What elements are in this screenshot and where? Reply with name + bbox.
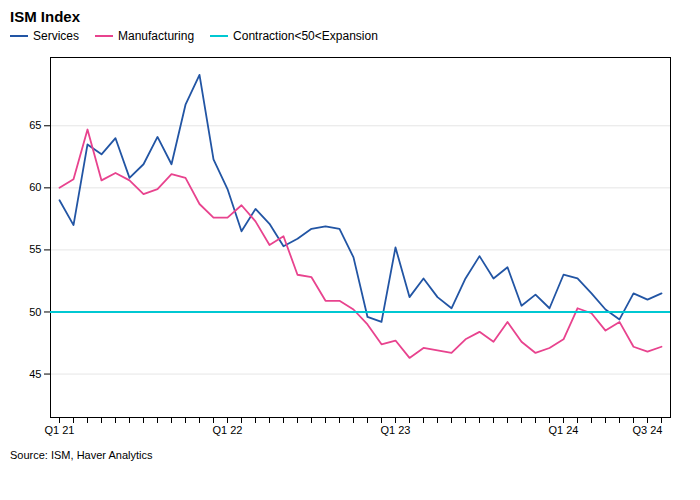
svg-text:65: 65 xyxy=(29,119,41,131)
svg-text:50: 50 xyxy=(29,306,41,318)
svg-text:Q3 24: Q3 24 xyxy=(633,424,663,436)
svg-text:55: 55 xyxy=(29,243,41,255)
svg-text:60: 60 xyxy=(29,181,41,193)
svg-text:45: 45 xyxy=(29,368,41,380)
html-text:Manufacturing: Manufacturing xyxy=(118,29,195,43)
svg-text:Q1 21: Q1 21 xyxy=(45,424,75,436)
svg-text:Q1 24: Q1 24 xyxy=(549,424,579,436)
html-text:Services: Services xyxy=(33,29,79,43)
html-text:ISM Index: ISM Index xyxy=(10,8,80,25)
html-text:Contraction<50<Expansion: Contraction<50<Expansion xyxy=(233,29,378,43)
svg-text:Q1 23: Q1 23 xyxy=(381,424,411,436)
svg-text:Q1 22: Q1 22 xyxy=(213,424,243,436)
html-text:Source: ISM, Haver Analytics: Source: ISM, Haver Analytics xyxy=(10,449,153,461)
